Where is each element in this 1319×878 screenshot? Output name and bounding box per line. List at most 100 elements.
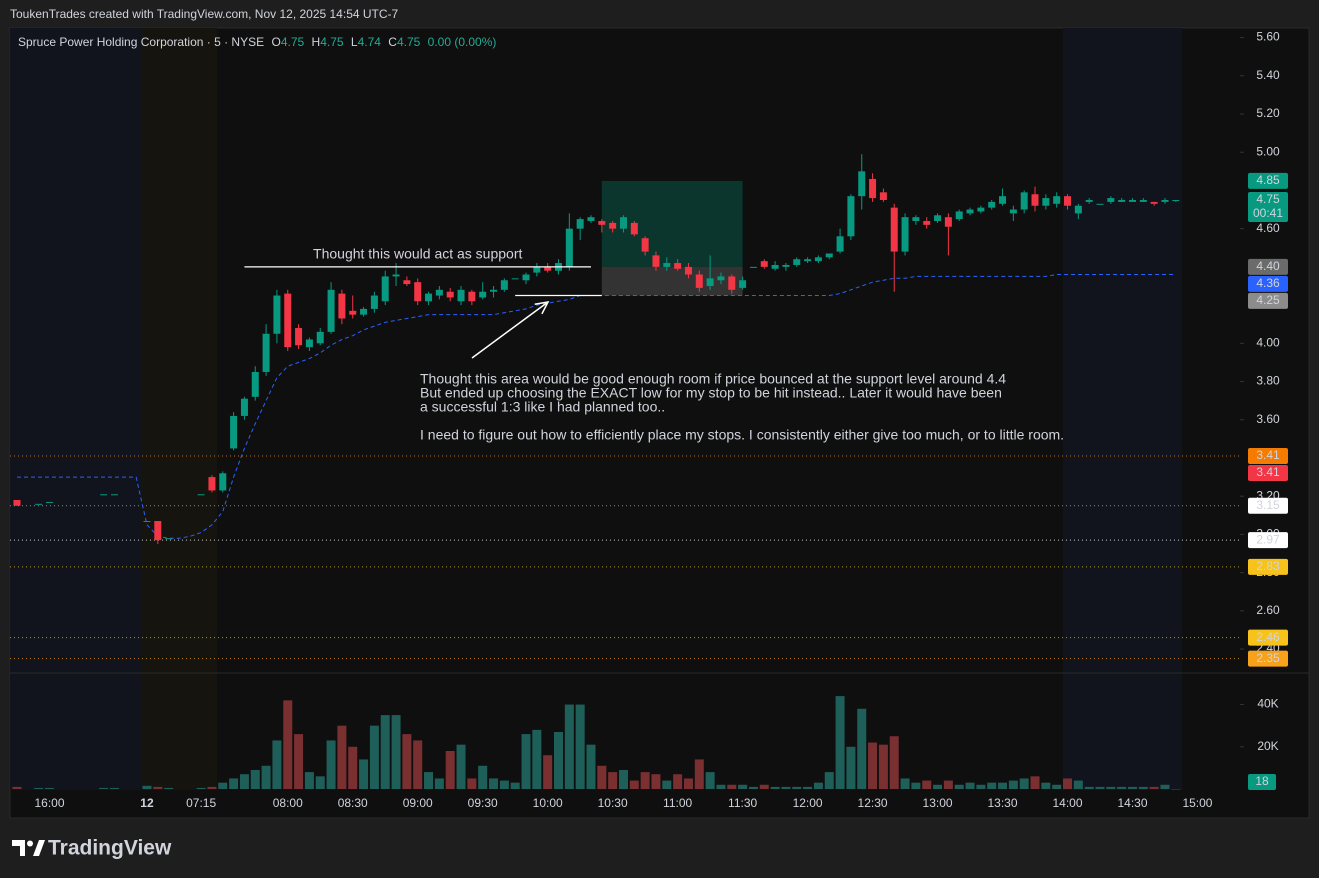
price-label: 3.41 (1256, 448, 1280, 462)
volume-bar (608, 772, 618, 789)
volume-bar (153, 786, 163, 789)
x-tick-label: 14:00 (1052, 796, 1082, 810)
candle-body (869, 178, 877, 199)
volume-bar (532, 729, 542, 789)
candle-body (327, 289, 335, 332)
volume-bar (12, 786, 22, 789)
volume-bar (857, 708, 867, 789)
legend-symbol: Spruce Power Holding Corporation · 5 · N… (18, 35, 264, 49)
candle-body (674, 263, 682, 269)
price-label: 4.85 (1256, 173, 1280, 187)
position-stop-zone (601, 266, 743, 296)
volume-bar (326, 740, 336, 789)
price-label-box (1248, 292, 1288, 309)
volume-bar (499, 780, 509, 789)
candle-body (208, 477, 216, 491)
volume-bar (391, 715, 401, 789)
candle-body (706, 278, 714, 286)
candle-body (370, 295, 378, 309)
candle-body (988, 201, 996, 208)
volume-bar (142, 785, 152, 789)
volume-bar (261, 765, 271, 789)
candle-body (230, 415, 238, 449)
legend: Spruce Power Holding Corporation · 5 · N… (18, 35, 496, 49)
volume-bar (1127, 786, 1137, 789)
volume-bar (683, 778, 693, 789)
candle-body (392, 274, 400, 277)
candle-body (360, 308, 368, 315)
candle-body (1107, 198, 1115, 202)
volume-bar (489, 778, 499, 789)
price-label: 4.36 (1256, 276, 1280, 290)
logo-part (12, 840, 25, 856)
candle-body (1020, 192, 1028, 210)
volume-bar (1149, 786, 1159, 789)
candle-body (262, 333, 270, 372)
candle-body (1053, 196, 1061, 204)
y-tick-label: 5.20 (1256, 106, 1280, 120)
y-tick-label: 5.00 (1256, 144, 1280, 158)
y-tick-label: 2.60 (1256, 603, 1280, 617)
candle-body (219, 473, 227, 491)
candle-body (1085, 199, 1093, 202)
x-tick-label: 15:00 (1182, 796, 1212, 810)
note-line: But ended up choosing the EXACT low for … (420, 385, 1002, 401)
legend-key: L (351, 35, 358, 49)
volume-tick-label: 20K (1257, 739, 1278, 753)
price-label-box (1248, 497, 1288, 514)
legend-value: 4.75 (320, 35, 344, 49)
candle-body (814, 257, 822, 262)
volume-bar (987, 782, 997, 789)
candle-body (251, 371, 259, 397)
volume-bar (727, 784, 737, 789)
x-tick-label: 13:00 (923, 796, 953, 810)
candle-body (457, 289, 465, 302)
candle-body (858, 171, 866, 197)
volume-bar (564, 704, 574, 789)
annotation-text: Thought this would act as support (313, 246, 522, 262)
volume-bar (889, 736, 899, 789)
x-tick-label: 11:00 (663, 796, 692, 810)
candle-body (923, 221, 931, 225)
price-label: 2.35 (1256, 651, 1280, 665)
volume-bar (911, 782, 921, 789)
candle-body (110, 494, 118, 496)
volume-bar (943, 780, 953, 789)
y-tick-label: 3.60 (1256, 412, 1280, 426)
candle-body (1031, 194, 1039, 206)
note-line: Thought this area would be good enough r… (420, 371, 1006, 387)
candle-body (403, 280, 411, 285)
volume-bar (738, 784, 748, 789)
legend-key: O (271, 35, 280, 49)
candle-body (804, 259, 812, 262)
volume-bar (521, 734, 531, 789)
logo-part (27, 840, 33, 847)
candle-body (782, 264, 790, 267)
volume-bar (109, 787, 119, 789)
price-label: 4.75 (1256, 192, 1280, 206)
volume-bar (510, 782, 520, 789)
candle-body (934, 215, 942, 222)
x-tick-label: 12:30 (858, 796, 888, 810)
candle-body (717, 276, 725, 281)
candle-body (793, 259, 801, 265)
candle-body (912, 217, 920, 222)
candle-body (273, 295, 281, 334)
candle-body (879, 192, 887, 200)
candle-body (619, 217, 627, 229)
x-tick-label: 12:00 (793, 796, 823, 810)
header: ToukenTrades created with TradingView.co… (10, 7, 399, 21)
candle-body (576, 219, 584, 229)
volume-bar (662, 780, 672, 789)
volume-bar (618, 770, 628, 789)
volume-bar (694, 759, 704, 789)
candle-body (1128, 199, 1136, 202)
candle-body (479, 291, 487, 298)
candle-body (1150, 201, 1158, 204)
candle-body (771, 264, 779, 269)
price-label: 2.83 (1256, 559, 1280, 573)
y-tick-label: 5.40 (1256, 68, 1280, 82)
volume-bar (207, 786, 217, 789)
candle-body (836, 236, 844, 252)
candle-body (1161, 199, 1169, 202)
